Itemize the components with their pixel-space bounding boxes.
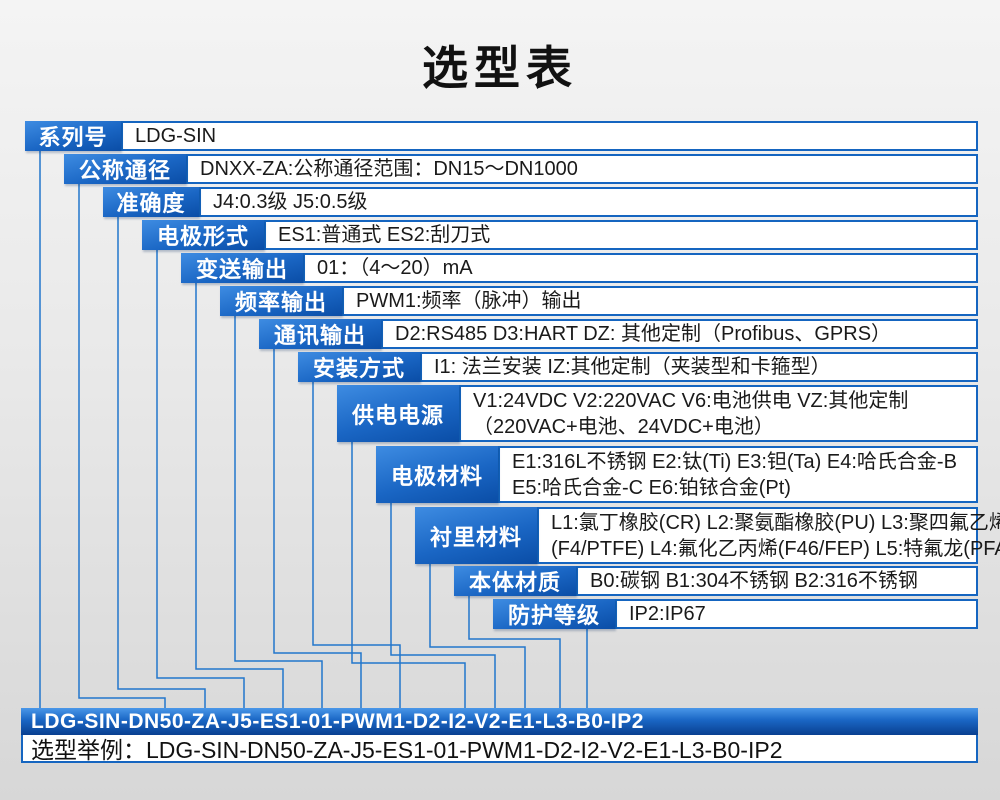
spec-row-series: 系列号 LDG-SIN xyxy=(25,121,978,151)
spec-row-electrode-material: 电极材料 E1:316L不锈钢 E2:钛(Ti) E3:钽(Ta) E4:哈氏合… xyxy=(376,446,978,503)
model-code-bar: LDG-SIN-DN50-ZA-J5-ES1-01-PWM1-D2-I2-V2-… xyxy=(21,708,978,735)
leader-line xyxy=(117,217,206,708)
leader-line xyxy=(234,316,323,708)
row-content-line: （220VAC+电池、24VDC+电池） xyxy=(473,415,774,438)
row-label: 变送输出 xyxy=(181,253,303,283)
row-content: 01：（4～20）mA xyxy=(303,253,978,283)
spec-row-frequency-output: 频率输出 PWM1:频率（脉冲）输出 xyxy=(220,286,978,316)
row-content-line: D2:RS485 D3:HART DZ: 其他定制（Profibus、GPRS） xyxy=(395,323,892,345)
row-content-line: E5:哈氏合金-C E6:铂铱合金(Pt) xyxy=(512,476,791,499)
row-content-line: 01：（4～20）mA xyxy=(317,257,473,279)
row-content-line: J4:0.3级 J5:0.5级 xyxy=(213,191,368,213)
row-content: D2:RS485 D3:HART DZ: 其他定制（Profibus、GPRS） xyxy=(381,319,978,349)
row-content-line: LDG-SIN xyxy=(135,125,217,147)
row-content: B0:碳钢 B1:304不锈钢 B2:316不锈钢 xyxy=(576,566,978,596)
leader-line xyxy=(468,596,561,708)
spec-row-diameter: 公称通径 DNXX-ZA:公称通径范围：DN15～DN1000 xyxy=(64,154,978,184)
spec-row-transmit-output: 变送输出 01：（4～20）mA xyxy=(181,253,978,283)
leader-line xyxy=(156,250,245,708)
leader-line xyxy=(78,184,166,708)
row-content-line: E1:316L不锈钢 E2:钛(Ti) E3:钽(Ta) E4:哈氏合金-B xyxy=(512,450,957,473)
row-content: V1:24VDC V2:220VAC V6:电池供电 VZ:其他定制 （220V… xyxy=(459,385,978,442)
leader-line xyxy=(429,564,526,708)
row-content: I1: 法兰安装 IZ:其他定制（夹装型和卡箍型） xyxy=(420,352,978,382)
leader-line xyxy=(351,442,466,708)
spec-row-comm-output: 通讯输出 D2:RS485 D3:HART DZ: 其他定制（Profibus、… xyxy=(259,319,978,349)
row-label: 本体材质 xyxy=(454,566,576,596)
row-label: 防护等级 xyxy=(493,599,615,629)
row-content-line: I1: 法兰安装 IZ:其他定制（夹装型和卡箍型） xyxy=(434,356,831,378)
row-label: 供电电源 xyxy=(337,385,459,442)
row-content-line: B0:碳钢 B1:304不锈钢 B2:316不锈钢 xyxy=(590,570,918,592)
connector-lines xyxy=(39,151,588,708)
page-title: 选型表 xyxy=(422,42,578,94)
leader-line xyxy=(312,382,401,708)
selection-example: 选型举例：LDG-SIN-DN50-ZA-J5-ES1-01-PWM1-D2-I… xyxy=(21,735,978,763)
spec-row-lining-material: 衬里材料 L1:氯丁橡胶(CR) L2:聚氨酯橡胶(PU) L3:聚四氟乙烯 (… xyxy=(415,507,1000,564)
row-content: PWM1:频率（脉冲）输出 xyxy=(342,286,978,316)
row-content: IP2:IP67 xyxy=(615,599,978,629)
leader-line xyxy=(273,349,362,708)
row-content: LDG-SIN xyxy=(121,121,978,151)
row-label: 安装方式 xyxy=(298,352,420,382)
row-content-line: PWM1:频率（脉冲）输出 xyxy=(356,290,582,312)
spec-row-body-material: 本体材质 B0:碳钢 B1:304不锈钢 B2:316不锈钢 xyxy=(454,566,978,596)
spec-row-accuracy: 准确度 J4:0.3级 J5:0.5级 xyxy=(103,187,978,217)
row-label: 频率输出 xyxy=(220,286,342,316)
leader-line xyxy=(195,283,284,708)
row-content: ES1:普通式 ES2:刮刀式 xyxy=(264,220,978,250)
row-content: E1:316L不锈钢 E2:钛(Ti) E3:钽(Ta) E4:哈氏合金-B E… xyxy=(498,446,978,503)
spec-row-protection-grade: 防护等级 IP2:IP67 xyxy=(493,599,978,629)
spec-row-power-supply: 供电电源 V1:24VDC V2:220VAC V6:电池供电 VZ:其他定制 … xyxy=(337,385,978,442)
row-content-line: L1:氯丁橡胶(CR) L2:聚氨酯橡胶(PU) L3:聚四氟乙烯 xyxy=(551,511,1000,534)
row-label: 系列号 xyxy=(25,121,121,151)
row-label: 电极形式 xyxy=(142,220,264,250)
row-content-line: (F4/PTFE) L4:氟化乙丙烯(F46/FEP) L5:特氟龙(PFA) xyxy=(551,537,1000,560)
row-content: DNXX-ZA:公称通径范围：DN15～DN1000 xyxy=(186,154,978,184)
row-label: 通讯输出 xyxy=(259,319,381,349)
row-content: J4:0.3级 J5:0.5级 xyxy=(199,187,978,217)
row-content-line: DNXX-ZA:公称通径范围：DN15～DN1000 xyxy=(200,158,578,180)
row-content-line: ES1:普通式 ES2:刮刀式 xyxy=(278,224,491,246)
row-content-line: IP2:IP67 xyxy=(629,603,706,625)
row-content: L1:氯丁橡胶(CR) L2:聚氨酯橡胶(PU) L3:聚四氟乙烯 (F4/PT… xyxy=(537,507,1000,564)
row-label: 公称通径 xyxy=(64,154,186,184)
leader-line xyxy=(390,503,496,708)
row-content-line: V1:24VDC V2:220VAC V6:电池供电 VZ:其他定制 xyxy=(473,389,909,412)
row-label: 准确度 xyxy=(103,187,199,217)
spec-row-installation: 安装方式 I1: 法兰安装 IZ:其他定制（夹装型和卡箍型） xyxy=(298,352,978,382)
row-label: 衬里材料 xyxy=(415,507,537,564)
row-label: 电极材料 xyxy=(376,446,498,503)
spec-row-electrode-type: 电极形式 ES1:普通式 ES2:刮刀式 xyxy=(142,220,978,250)
